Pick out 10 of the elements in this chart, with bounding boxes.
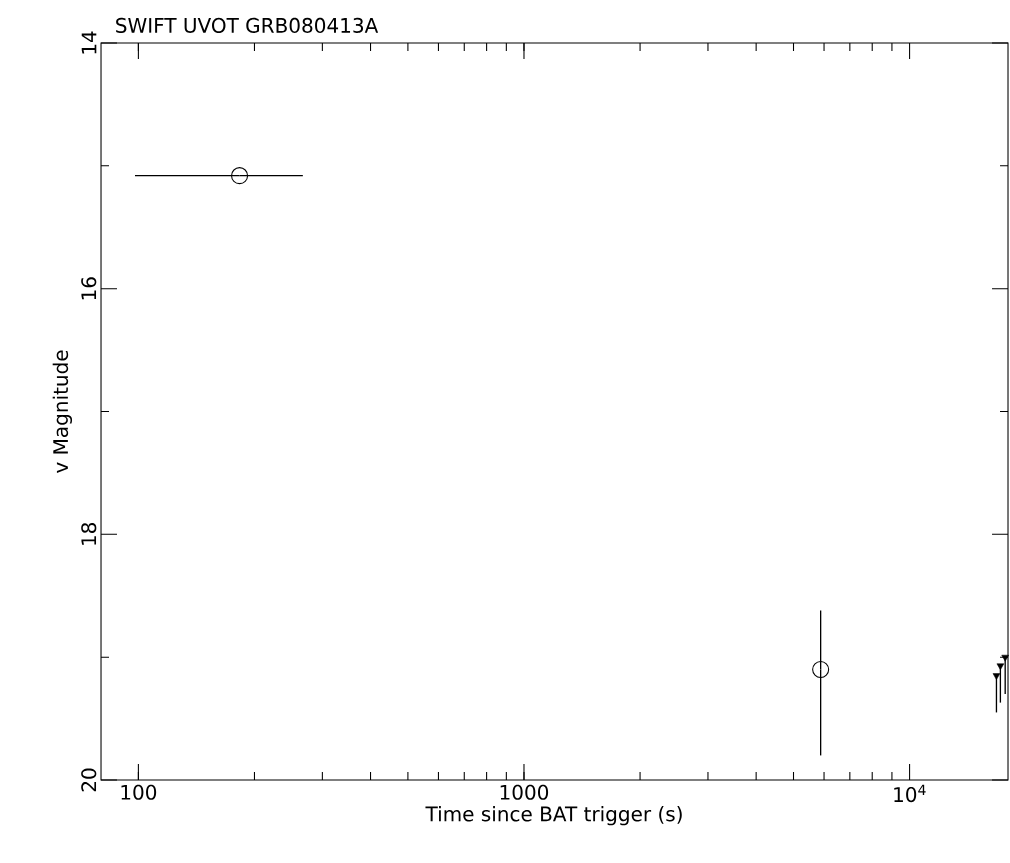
y-tick-label: 16	[81, 277, 97, 300]
y-tick-label: 20	[81, 768, 97, 792]
y-tick-label: 18	[81, 522, 97, 545]
y-axis-title: v Magnitude	[52, 350, 73, 473]
chart-title: SWIFT UVOT GRB080413A	[116, 17, 379, 33]
x-axis-title: Time since BAT trigger (s)	[425, 806, 682, 826]
y-tick-label: 14	[81, 31, 97, 54]
x-tick-label: 100	[121, 784, 157, 800]
x-tick-label: 1000	[500, 784, 549, 800]
x-tick-label: 10$^{4}$	[894, 784, 926, 803]
